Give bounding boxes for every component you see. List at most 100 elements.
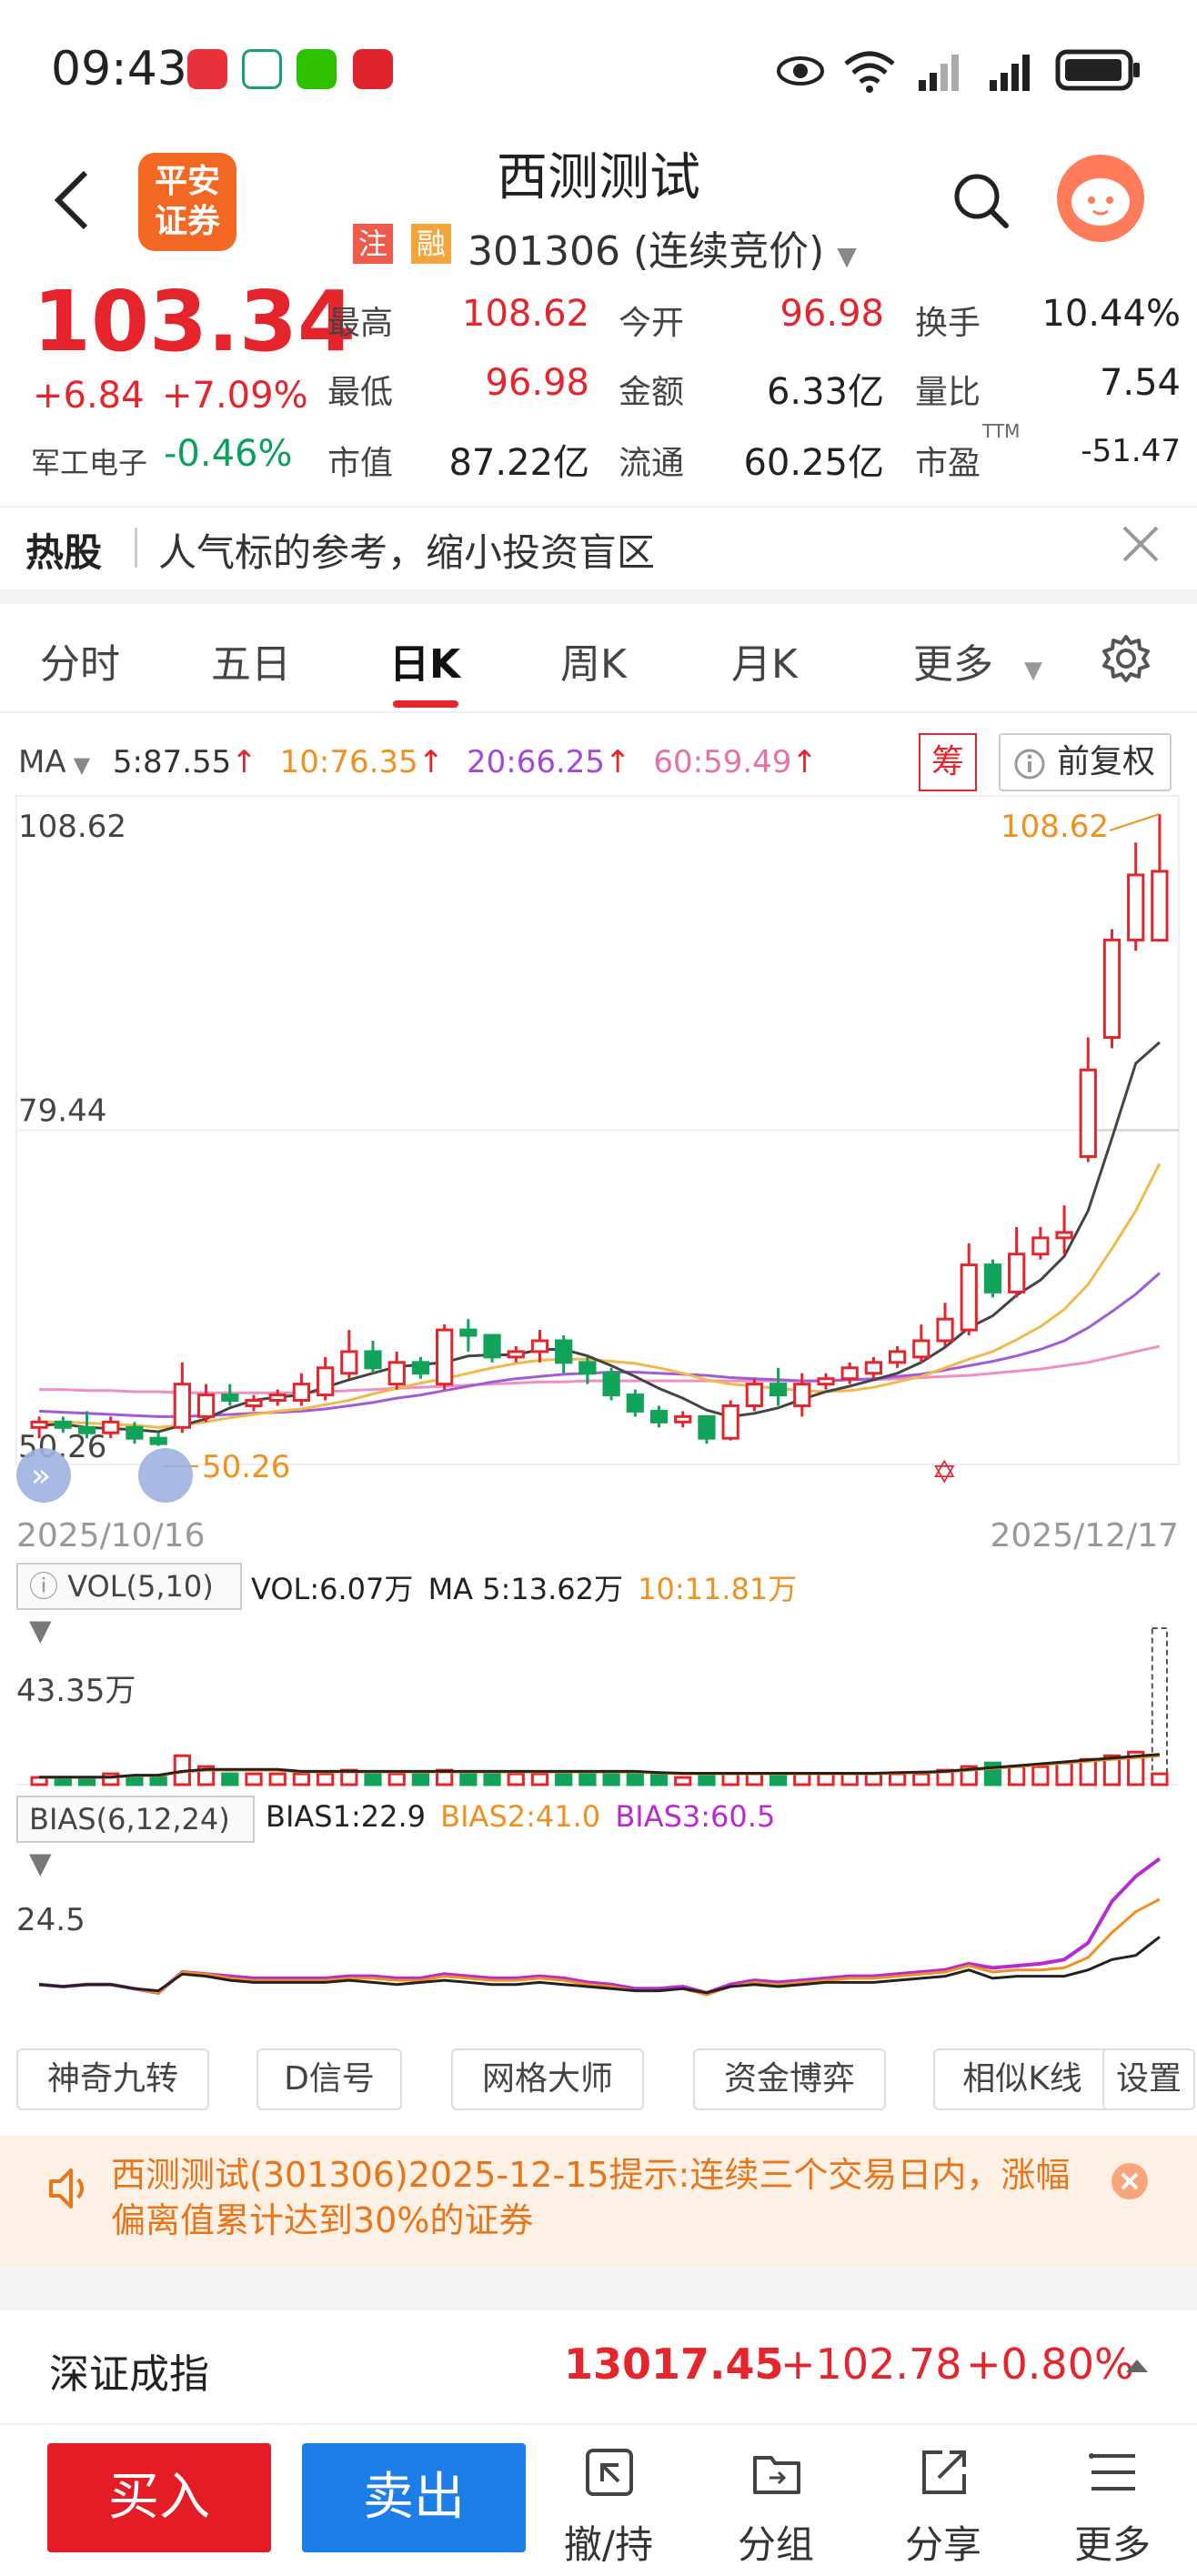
battery-icon bbox=[1055, 49, 1140, 91]
ttm-superscript: TTM bbox=[982, 420, 1021, 442]
margin-badge: 融 bbox=[411, 224, 451, 264]
group-button[interactable]: 分组 bbox=[708, 2445, 844, 2567]
hot-title: 热股 bbox=[25, 530, 103, 575]
divider bbox=[135, 528, 137, 568]
tool-grid-master[interactable]: 网格大师 bbox=[451, 2048, 644, 2110]
sector-name[interactable]: 军工电子 bbox=[31, 446, 148, 480]
candle bbox=[745, 1383, 763, 1407]
arrow-up-icon: ↑ bbox=[605, 744, 631, 780]
candle bbox=[54, 1420, 72, 1429]
ma60-value: 60:59.49 bbox=[653, 744, 792, 780]
vol-indicator-select[interactable]: ⓘ VOL(5,10) ▼ bbox=[16, 1563, 242, 1647]
vol-bar bbox=[507, 1772, 525, 1786]
draw-tool-icon bbox=[138, 1448, 193, 1503]
ma20-value: 20:66.25 bbox=[466, 744, 606, 780]
tool-d-signal[interactable]: D信号 bbox=[256, 2048, 402, 2110]
quote-label: 换手 bbox=[915, 305, 981, 342]
candle bbox=[840, 1366, 859, 1381]
candle bbox=[316, 1366, 335, 1397]
back-button[interactable] bbox=[45, 164, 100, 236]
candle bbox=[674, 1414, 692, 1424]
vol-bar bbox=[888, 1772, 907, 1786]
candle bbox=[268, 1394, 287, 1403]
quote-label: 市值 bbox=[327, 445, 394, 482]
close-icon[interactable] bbox=[1115, 518, 1166, 569]
chip-distribution-button[interactable]: 筹 bbox=[919, 733, 977, 791]
stock-code[interactable]: 301306 (连续竞价) ▼ bbox=[468, 218, 857, 277]
hot-stock-banner[interactable]: 热股 人气标的参考，缩小投资盲区 bbox=[0, 506, 1197, 589]
search-icon[interactable] bbox=[950, 169, 1013, 233]
candle bbox=[364, 1350, 382, 1370]
tool-settings[interactable]: 设置 bbox=[1102, 2048, 1195, 2110]
tool-magic-nine[interactable]: 神奇九转 bbox=[16, 2048, 209, 2110]
vol-bar bbox=[1055, 1761, 1073, 1786]
vol-bar bbox=[459, 1772, 478, 1786]
vol-bar bbox=[674, 1776, 692, 1786]
quote-value: 108.62 bbox=[462, 293, 589, 335]
cancel-hold-label: 撤/持 bbox=[563, 2522, 654, 2567]
tab-intraday[interactable]: 分时 bbox=[40, 641, 120, 688]
arrow-up-icon: ↑ bbox=[791, 744, 818, 780]
index-value: 13017.45 bbox=[564, 2340, 784, 2389]
sector-percent[interactable]: -0.46% bbox=[164, 433, 293, 475]
ma-legend[interactable]: MA ▼ 5:87.55↑ 10:76.35↑ 20:66.25↑ 60:59.4… bbox=[18, 744, 818, 780]
notice-banner[interactable]: 西测测试(301306)2025-12-15提示:连续三个交易日内，涨幅偏离值累… bbox=[0, 2136, 1197, 2267]
logo-line1: 平安 bbox=[154, 163, 220, 200]
caret-down-icon: ▼ bbox=[73, 752, 91, 778]
vol-value: VOL:6.07万 bbox=[251, 1572, 414, 1606]
candle bbox=[436, 1328, 454, 1386]
candle bbox=[30, 1420, 48, 1429]
vol-bar bbox=[721, 1772, 739, 1786]
ma-label: MA bbox=[18, 744, 66, 780]
speaker-icon bbox=[49, 2168, 84, 2209]
tool-similar-kline[interactable]: 相似K线 bbox=[933, 2048, 1112, 2110]
index-percent: +0.80% bbox=[966, 2340, 1134, 2389]
tab-more[interactable]: 更多 ▼ bbox=[913, 631, 1042, 689]
high-marker-label: 108.62 bbox=[1001, 809, 1109, 845]
tab-monthly-k[interactable]: 月K bbox=[731, 641, 798, 688]
candle bbox=[721, 1404, 739, 1440]
gear-icon[interactable] bbox=[1101, 633, 1152, 684]
bias-indicator-select[interactable]: BIAS(6,12,24) ▼ bbox=[16, 1796, 255, 1880]
vol-bar bbox=[578, 1772, 597, 1786]
share-button[interactable]: 分享 bbox=[875, 2445, 1011, 2567]
candle bbox=[960, 1263, 978, 1332]
tab-weekly-k[interactable]: 周K bbox=[560, 641, 627, 688]
candle bbox=[769, 1383, 788, 1397]
arrow-up-icon: ↑ bbox=[231, 744, 257, 780]
candle bbox=[888, 1350, 907, 1364]
vol-indicator-label: VOL(5,10) bbox=[67, 1569, 214, 1604]
cancel-hold-button[interactable]: 撤/持 bbox=[540, 2445, 677, 2567]
bias-values: BIAS1:22.9 BIAS2:41.0 BIAS3:60.5 bbox=[266, 1799, 775, 1834]
close-circle-icon[interactable] bbox=[1110, 2161, 1150, 2201]
more-label: 更多 bbox=[1073, 2522, 1151, 2567]
stock-title: 西测测试 bbox=[497, 148, 700, 207]
quote-label: 量比 bbox=[915, 374, 981, 411]
tab-five-day[interactable]: 五日 bbox=[211, 641, 291, 688]
assistant-avatar[interactable] bbox=[1057, 155, 1144, 242]
quote-label: 金额 bbox=[619, 374, 685, 411]
quote-label: 今开 bbox=[619, 305, 685, 342]
stock-code-text: 301306 (连续竞价) bbox=[468, 228, 825, 275]
adjustment-button[interactable]: 前复权 bbox=[999, 733, 1172, 791]
vol-bar bbox=[268, 1772, 287, 1786]
candle bbox=[1055, 1231, 1073, 1240]
candle bbox=[626, 1394, 644, 1413]
candle bbox=[483, 1333, 501, 1359]
vol-bar bbox=[649, 1772, 669, 1786]
caret-down-icon: ▼ bbox=[29, 1613, 52, 1647]
vol-bar bbox=[1031, 1765, 1050, 1786]
period-tabs: 分时 五日 日K 周K 月K 更多 ▼ bbox=[0, 604, 1197, 713]
price-label-mid: 79.44 bbox=[18, 1093, 106, 1130]
candle bbox=[173, 1383, 191, 1429]
more-button[interactable]: 更多 bbox=[1044, 2445, 1181, 2567]
buy-button[interactable]: 买入 bbox=[47, 2443, 271, 2552]
price-label-high: 108.62 bbox=[18, 809, 126, 845]
index-ticker[interactable]: 深证成指 13017.45 +102.78 +0.80% bbox=[0, 2310, 1197, 2425]
tool-capital-game[interactable]: 资金博弈 bbox=[693, 2048, 886, 2110]
sell-button[interactable]: 卖出 bbox=[302, 2443, 526, 2552]
huawei-app-icon bbox=[187, 49, 227, 89]
tab-daily-k[interactable]: 日K bbox=[389, 641, 461, 688]
vol-bar bbox=[316, 1772, 335, 1786]
